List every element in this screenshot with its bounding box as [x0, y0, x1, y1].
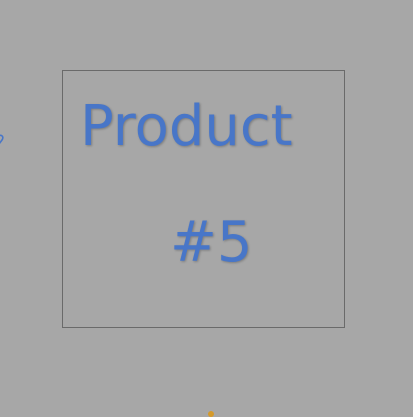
- product-title-line: Product: [80, 94, 293, 159]
- product-box: Product #5: [62, 70, 345, 328]
- product-number-line: #5: [170, 210, 253, 275]
- left-edge-glyph-icon: [0, 134, 4, 145]
